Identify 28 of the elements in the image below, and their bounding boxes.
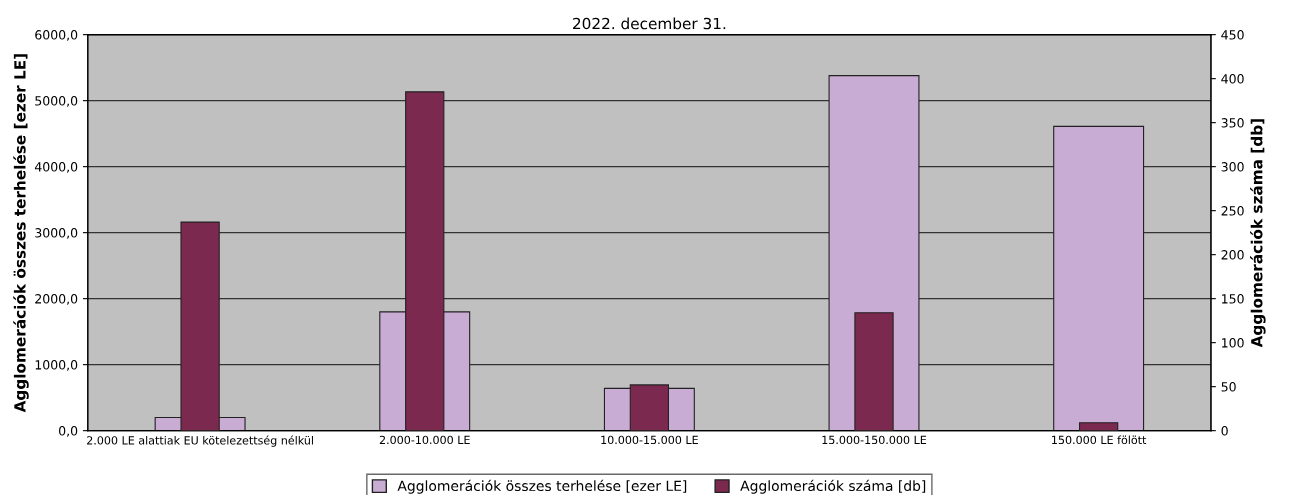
- y-tick-label: 6000,0: [35, 30, 78, 41]
- chart-title: 2022. december 31.: [573, 17, 726, 30]
- y2-tick-label: 300: [1221, 162, 1244, 172]
- legend-label: Agglomerációk összes terhelése [ezer LE]: [397, 479, 687, 494]
- y2-tick-label: 100: [1222, 338, 1244, 348]
- y2-tick-label: 400: [1221, 74, 1244, 84]
- x-tick-label: 10.000-15.000 LE: [601, 435, 698, 445]
- bar: [1053, 125, 1145, 431]
- y2-tick-label: 0: [1221, 426, 1228, 436]
- y2-tick-label: 350: [1221, 118, 1244, 128]
- y-tick-label: 4000,0: [34, 162, 78, 173]
- y-tick-label: 0,0: [59, 426, 78, 437]
- x-tick-label: 2.000 LE alattiak EU kötelezettség nélkül: [87, 435, 313, 447]
- y2-tick-label: 250: [1221, 206, 1244, 216]
- x-tick-label: 15.000-150.000 LE: [822, 435, 927, 445]
- y-axis-title: Agglomerációk összes terhelése [ezer LE]: [13, 54, 29, 413]
- y2-tick-label: 200: [1221, 250, 1244, 260]
- legend-label: Agglomerációk száma [db]: [740, 479, 926, 494]
- x-tick-label: 2.000-10.000 LE: [379, 435, 470, 445]
- y-tick-label: 5000,0: [35, 96, 78, 107]
- y2-tick-label: 450: [1221, 30, 1244, 40]
- y-tick-label: 2000,0: [35, 294, 78, 305]
- x-tick-label: 150.000 LE fölött: [1052, 435, 1147, 445]
- y-tick-label: 3000,0: [35, 228, 78, 239]
- y2-tick-label: 150: [1222, 294, 1244, 304]
- y2-axis-title: Agglomerációk száma [db]: [1250, 119, 1266, 348]
- y2-tick-label: 50: [1221, 382, 1236, 392]
- y-tick-label: 1000,0: [35, 360, 78, 371]
